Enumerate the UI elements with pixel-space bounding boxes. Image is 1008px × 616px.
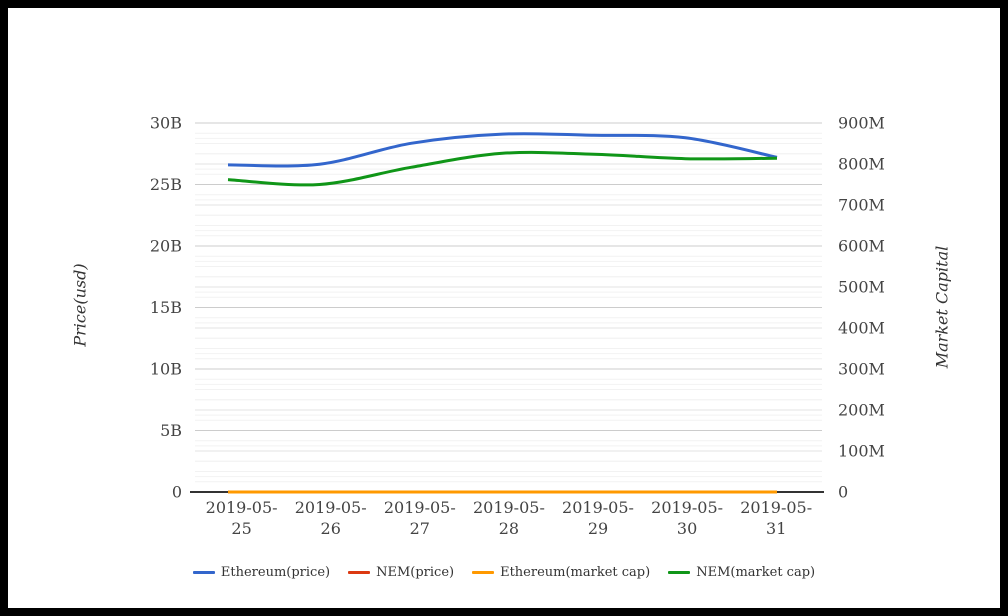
y-axis-right-tick-label: 500M (838, 278, 885, 297)
y-axis-right-tick-label: 0 (838, 483, 848, 502)
legend-label: NEM(price) (376, 565, 455, 580)
legend-item-nem-price: NEM(price) (348, 565, 454, 580)
x-axis-tick-label: 2019-05- (562, 498, 634, 517)
chart-legend: Ethereum(price) NEM(price) Ethereum(mark… (0, 565, 1008, 580)
y-axis-left-tick-label: 30B (150, 114, 182, 133)
x-axis-tick-label: 30 (677, 519, 697, 538)
x-axis-tick-label: 2019-05- (295, 498, 367, 517)
y-axis-right-tick-label: 700M (838, 196, 885, 215)
x-axis-tick-label: 2019-05- (206, 498, 278, 517)
legend-swatch-orange-icon (472, 571, 495, 574)
y-axis-right-tick-label: 400M (838, 319, 885, 338)
legend-item-nem-marketcap: NEM(market cap) (668, 565, 815, 580)
x-axis-tick-label: 2019-05- (473, 498, 545, 517)
legend-label: Ethereum(market cap) (500, 565, 651, 580)
y-axis-left-tick-label: 25B (150, 175, 182, 194)
legend-label: Ethereum(price) (220, 565, 331, 580)
x-axis-tick-label: 31 (766, 519, 786, 538)
x-axis-tick-label: 26 (321, 519, 341, 538)
legend-label: NEM(market cap) (696, 565, 816, 580)
legend-item-ethereum-marketcap: Ethereum(market cap) (472, 565, 650, 580)
y-axis-right-tick-label: 900M (838, 114, 885, 133)
y-axis-right-tick-label: 800M (838, 155, 885, 174)
x-axis-tick-label: 28 (499, 519, 519, 538)
legend-swatch-blue-icon (192, 571, 215, 574)
x-axis-tick-label: 27 (410, 519, 430, 538)
x-axis-tick-label: 2019-05- (651, 498, 723, 517)
series-line-ethereum-price- (227, 132, 778, 168)
series-line-nem-market-cap- (227, 150, 778, 187)
x-axis-tick-label: 2019-05- (740, 498, 812, 517)
y-axis-title-right: Market Capital (932, 245, 952, 369)
x-axis-tick-label: 29 (588, 519, 608, 538)
legend-swatch-green-icon (668, 571, 691, 574)
x-axis-tick-label: 25 (231, 519, 251, 538)
y-axis-title-left: Price(usd) (70, 263, 90, 347)
legend-swatch-red-icon (348, 571, 371, 574)
y-axis-left-tick-label: 20B (150, 237, 182, 256)
y-axis-left-tick-label: 10B (150, 360, 182, 379)
legend-item-ethereum-price: Ethereum(price) (192, 565, 331, 580)
y-axis-right-tick-label: 100M (838, 442, 885, 461)
y-axis-right-tick-label: 300M (838, 360, 885, 379)
y-axis-left-tick-label: 15B (150, 298, 182, 317)
x-axis-tick-label: 2019-05- (384, 498, 456, 517)
y-axis-left-tick-label: 5B (160, 421, 182, 440)
y-axis-left-tick-label: 0 (172, 483, 182, 502)
y-axis-right-tick-label: 600M (838, 237, 885, 256)
y-axis-right-tick-label: 200M (838, 401, 885, 420)
